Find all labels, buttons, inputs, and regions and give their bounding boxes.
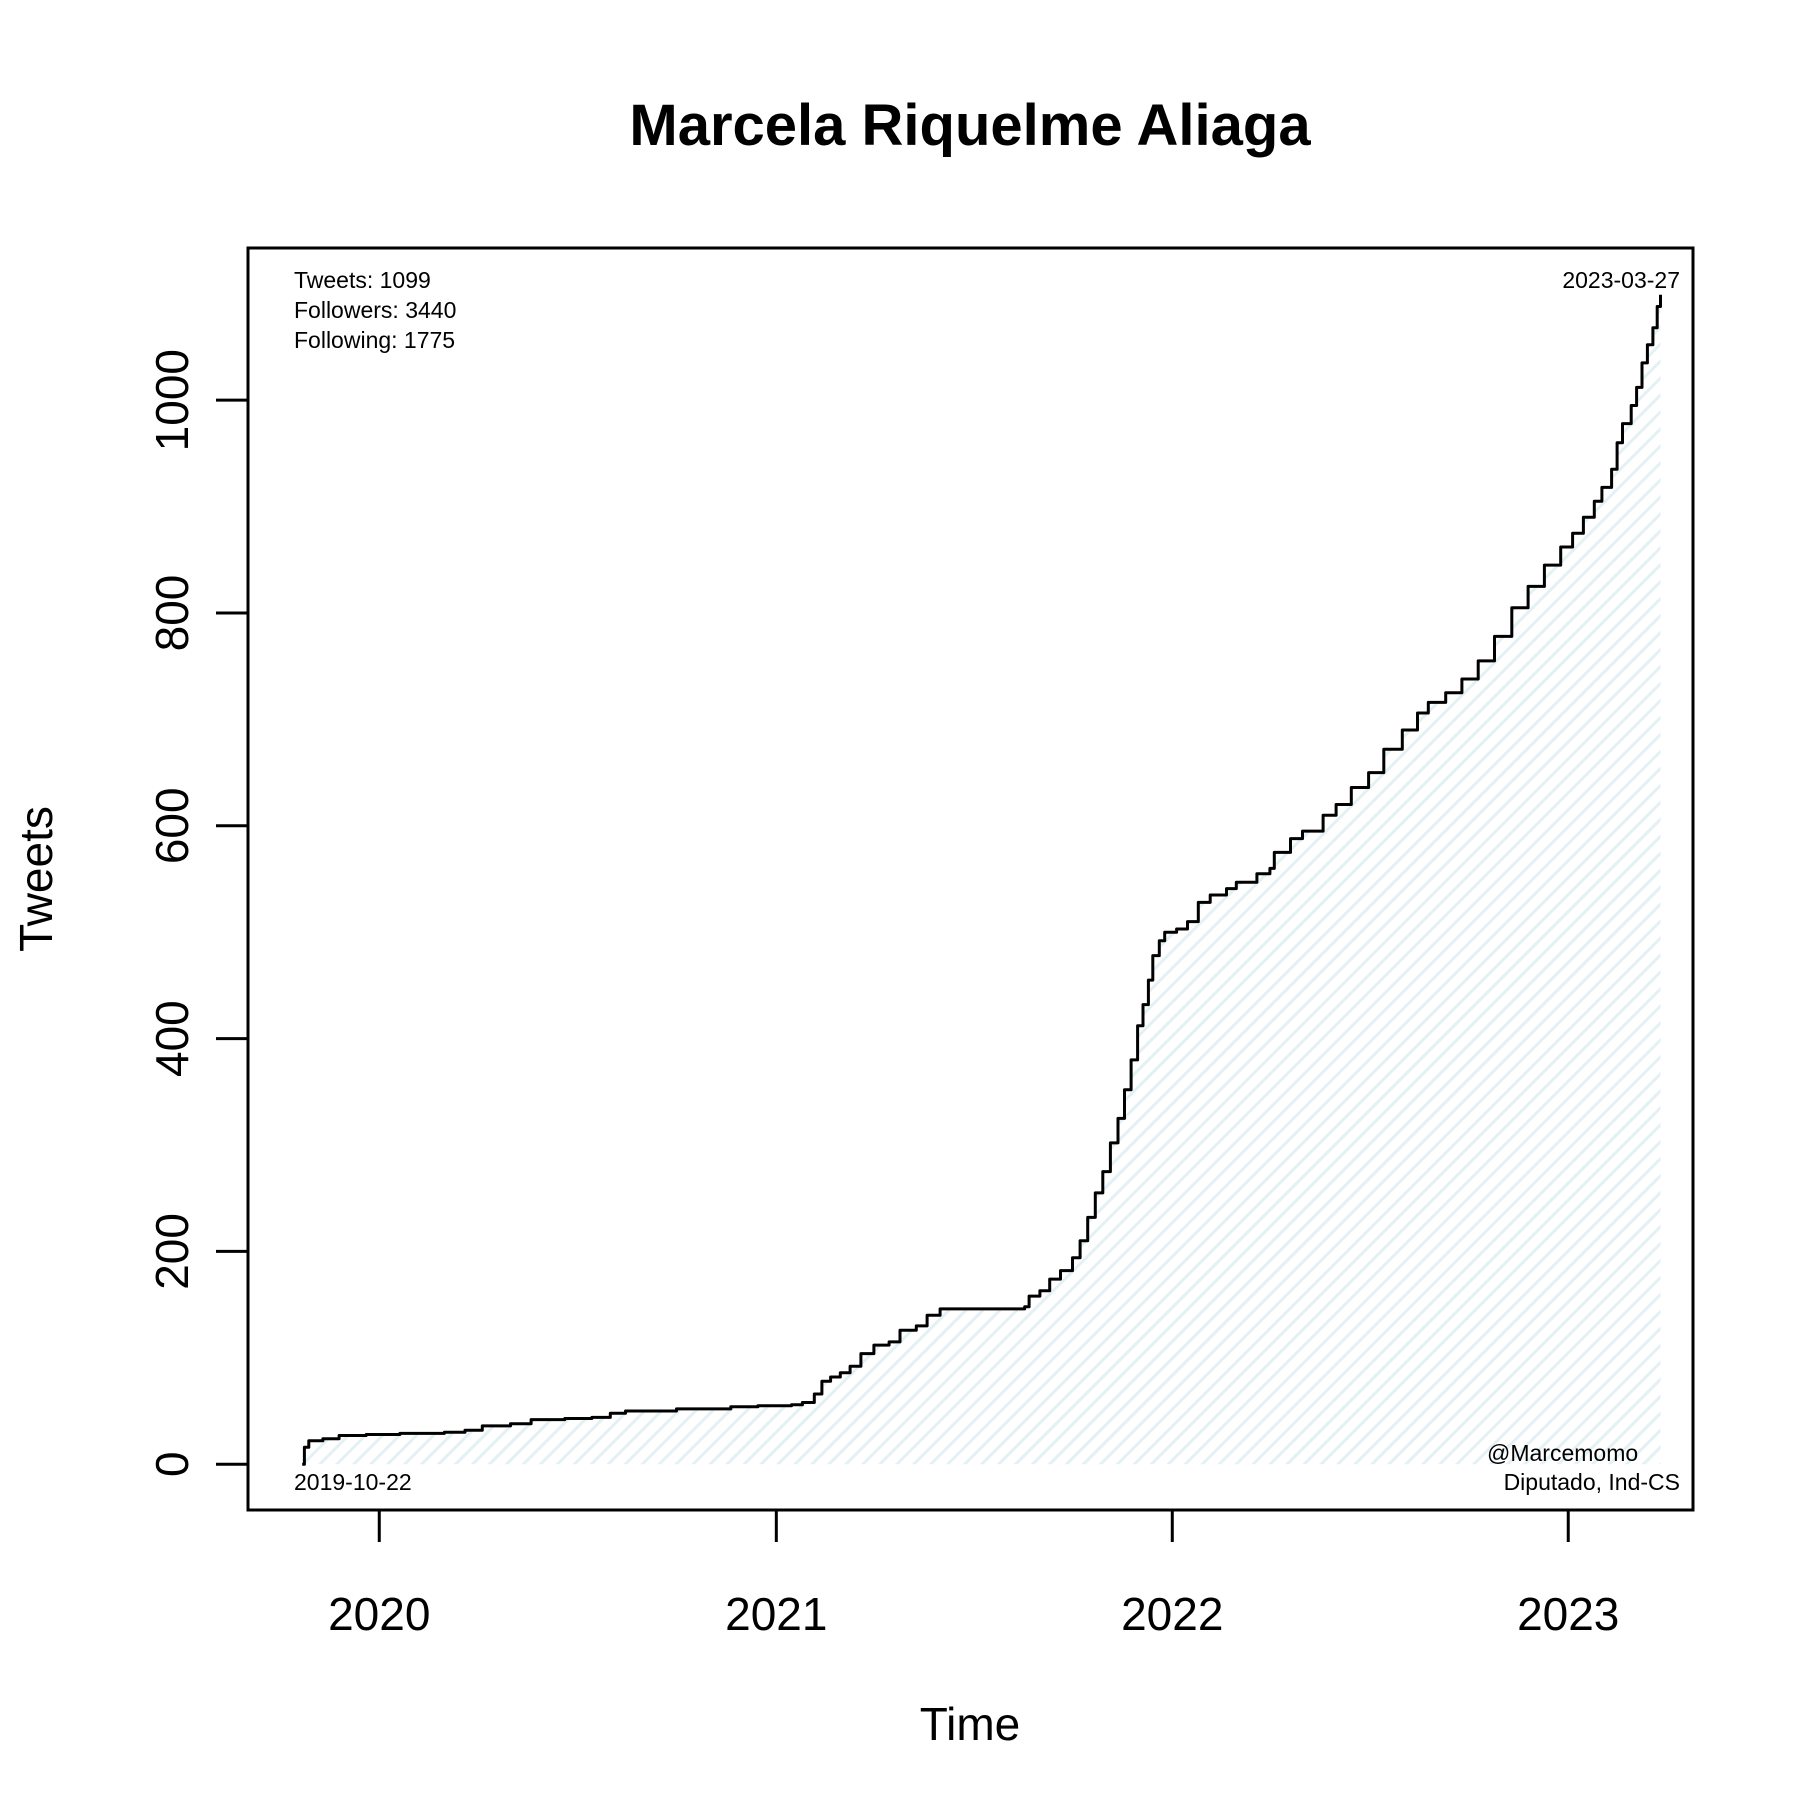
x-axis-title: Time — [920, 1698, 1021, 1750]
y-tick-label: 0 — [146, 1451, 198, 1477]
x-tick-label: 2023 — [1517, 1588, 1619, 1640]
cumulative-area — [302, 294, 1661, 1465]
chart-title: Marcela Riquelme Aliaga — [629, 93, 1311, 158]
y-axis-title: Tweets — [10, 806, 62, 952]
account-role: Diputado, Ind-CS — [1504, 1469, 1680, 1495]
y-tick-label: 600 — [146, 787, 198, 864]
stat-followers: Followers: 3440 — [294, 297, 456, 323]
stat-following: Following: 1775 — [294, 327, 455, 353]
y-tick-label: 400 — [146, 1000, 198, 1077]
stat-tweets: Tweets: 1099 — [294, 267, 431, 293]
start-date-label: 2019-10-22 — [294, 1469, 412, 1495]
x-axis: 2020 2021 2022 2023 — [328, 1510, 1619, 1640]
x-tick-label: 2020 — [328, 1588, 430, 1640]
y-tick-label: 800 — [146, 575, 198, 652]
x-tick-label: 2021 — [725, 1588, 827, 1640]
x-tick-label: 2022 — [1121, 1588, 1223, 1640]
account-handle: @Marcemomo — [1487, 1440, 1638, 1466]
plot-frame — [246, 246, 1695, 1512]
end-date-label: 2023-03-27 — [1562, 267, 1680, 293]
stats-annotation: Tweets: 1099 Followers: 3440 Following: … — [294, 267, 456, 353]
tweet-count-line — [302, 294, 1662, 1466]
y-axis: 0 200 400 600 800 1000 — [146, 349, 248, 1477]
y-tick-label: 200 — [146, 1213, 198, 1290]
y-tick-label: 1000 — [146, 349, 198, 451]
